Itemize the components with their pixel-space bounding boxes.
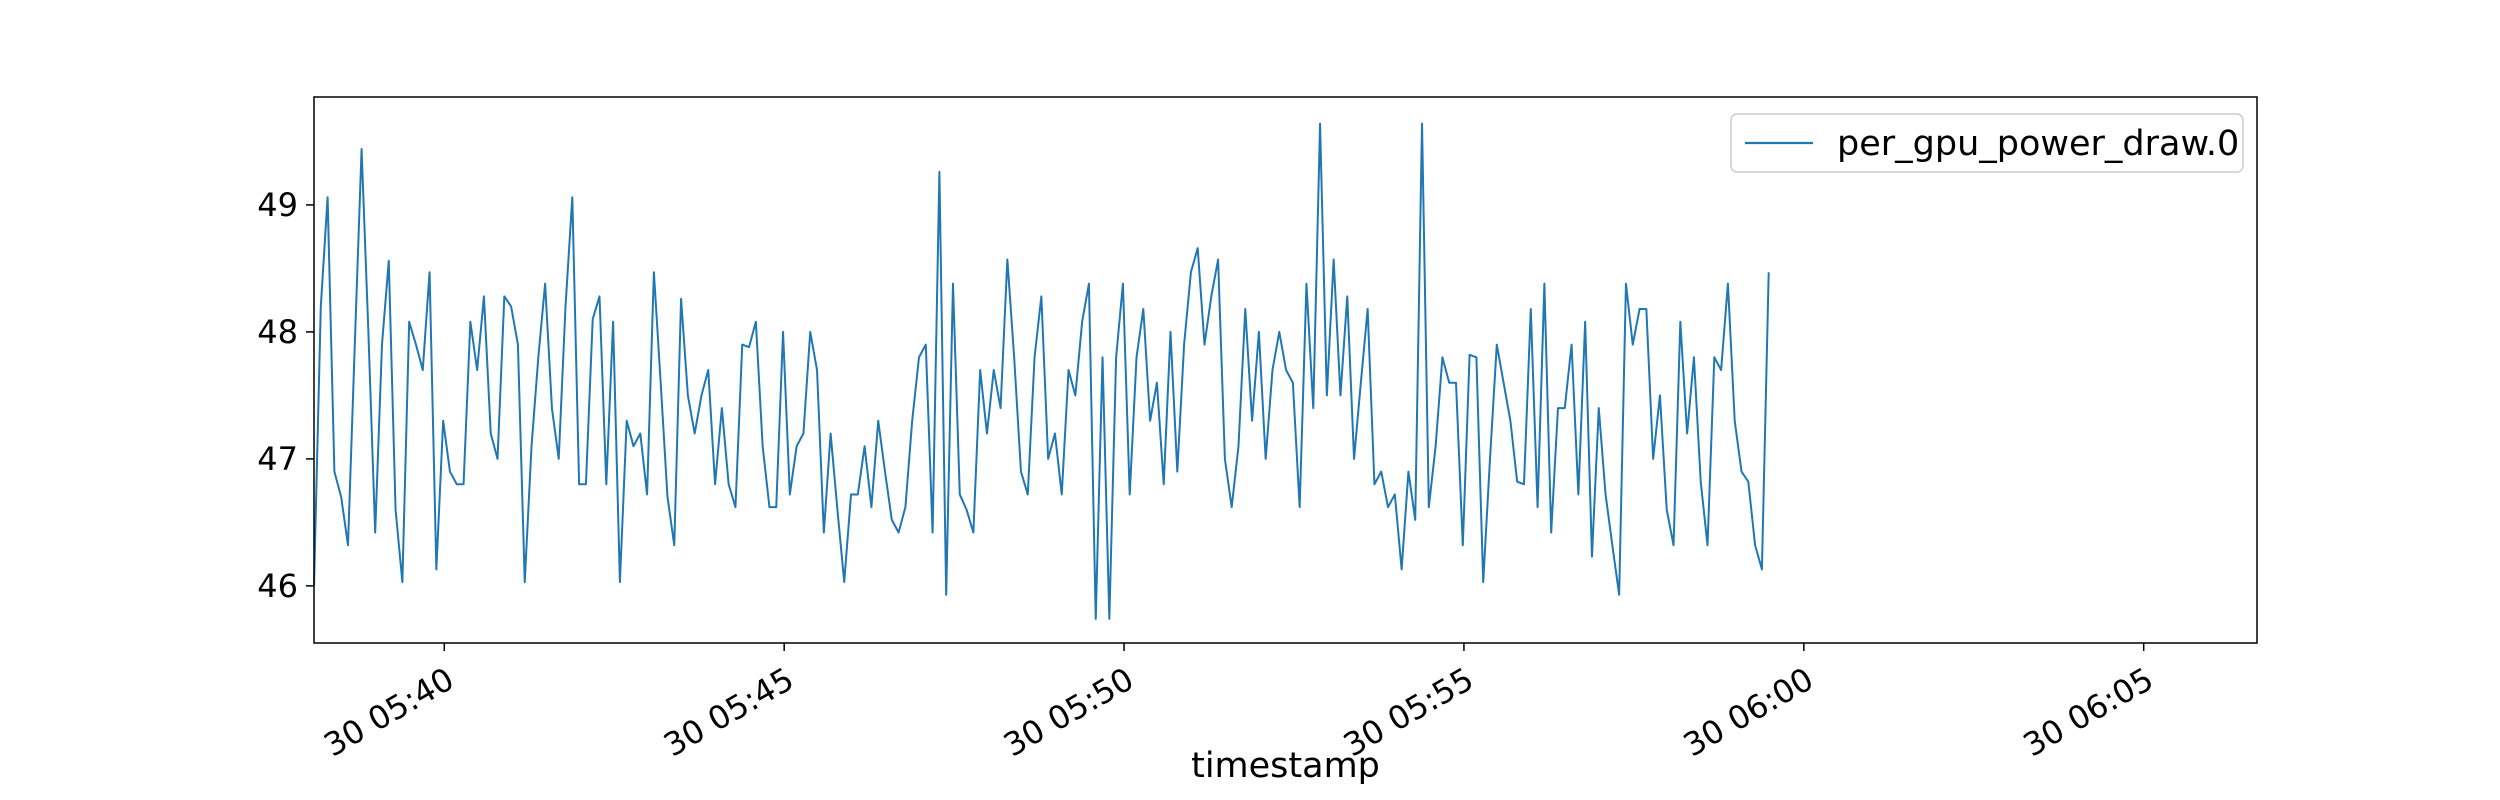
x-tick-label: 30 05:40: [317, 660, 460, 764]
series-layer: [313, 122, 1770, 620]
x-tick-label: 30 06:05: [2017, 660, 2160, 764]
legend-label: per_gpu_power_draw.0: [1837, 124, 2239, 164]
y-tick-label: 48: [257, 313, 298, 351]
series-line-per_gpu_power_draw.0: [313, 122, 1770, 620]
x-tick-label: 30 05:50: [997, 660, 1140, 764]
y-tick-label: 47: [257, 440, 298, 478]
legend: per_gpu_power_draw.0: [1730, 113, 2244, 173]
plot-area-frame: [313, 96, 2258, 644]
y-tick-label: 49: [257, 186, 298, 224]
x-tick-label: 30 05:45: [657, 660, 800, 764]
x-tick-label: 30 06:00: [1677, 660, 1820, 764]
legend-box: [1730, 113, 2244, 173]
x-axis-title: timestamp: [1191, 746, 1380, 786]
y-tick-label: 46: [257, 567, 298, 605]
